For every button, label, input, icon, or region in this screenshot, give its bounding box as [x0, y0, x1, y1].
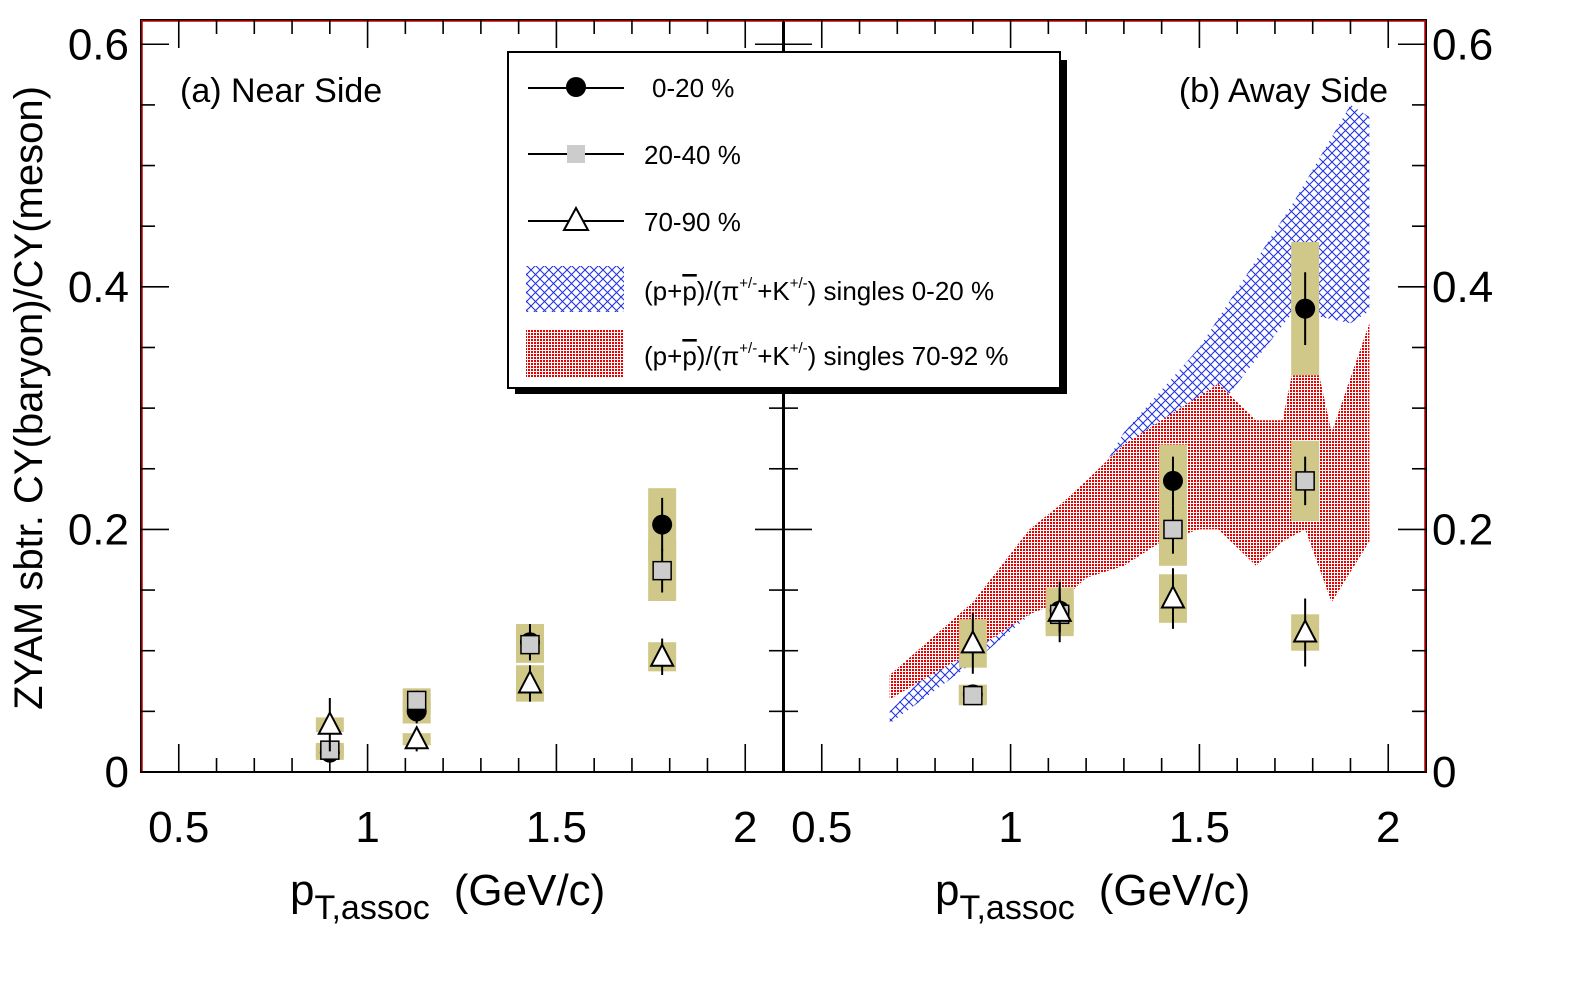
legend-swatch-red-dots	[526, 330, 624, 378]
legend-swatch-blue-crosshatch	[526, 266, 624, 312]
y-tick-label: 0.6	[1432, 20, 1493, 69]
legend-entry-singles-0-20: (p+p)/(π+/-+K+/-) singles 0-20 %	[526, 266, 994, 312]
y-tick-label: 0	[1432, 748, 1456, 797]
legend-label-20-40: 20-40 %	[644, 140, 741, 170]
data-point-0-20	[1295, 298, 1316, 319]
legend: 0-20 % 20-40 % 70-90 % (p+p)/(π+/-+K+/-)…	[507, 51, 1067, 394]
band-red-dots	[889, 311, 1370, 700]
panel-b-label: (b) Away Side	[1179, 72, 1388, 110]
data-point-70-90	[1047, 597, 1073, 622]
x-tick-label: 0.5	[148, 803, 209, 852]
y-tick-label: 0.4	[1432, 263, 1493, 312]
panel-b-frame	[783, 19, 1427, 773]
x-tick-label: 0.5	[791, 803, 852, 852]
panel-a-label: (a) Near Side	[180, 72, 382, 110]
data-point-70-90	[649, 642, 675, 667]
data-point-70-90	[1292, 618, 1318, 643]
data-point-70-90	[317, 710, 343, 735]
y-tick-label: 0	[105, 748, 129, 797]
y-axis-title: ZYAM sbtr. CY(baryon)/CY(meson)	[7, 86, 51, 710]
data-point-0-20	[652, 514, 673, 535]
x-tick-label: 1	[998, 803, 1022, 852]
data-point-70-90	[960, 629, 986, 654]
legend-entry-20-40: 20-40 %	[528, 140, 741, 170]
legend-label-70-90: 70-90 %	[644, 207, 741, 237]
x-axis-title-b: pT,assoc (GeV/c)	[935, 866, 1250, 927]
legend-entry-0-20: 0-20 %	[528, 73, 734, 103]
x-tick-label: 2	[1376, 803, 1400, 852]
legend-label-singles-0-20: (p+p)/(π+/-+K+/-) singles 0-20 %	[644, 275, 994, 306]
data-point-70-90	[1160, 584, 1186, 609]
x-tick-label: 1.5	[1169, 803, 1230, 852]
data-point-70-90	[404, 725, 430, 750]
data-point-20-40	[520, 634, 540, 655]
legend-label-singles-70-92: (p+p)/(π+/-+K+/-) singles 70-92 %	[644, 340, 1009, 371]
data-point-20-40	[406, 690, 427, 711]
y-tick-label: 0.2	[68, 505, 129, 554]
y-tick-label: 0.2	[1432, 505, 1493, 554]
x-tick-label: 2	[733, 803, 757, 852]
data-point-20-40	[1163, 519, 1183, 540]
band-blue-crosshatch	[889, 104, 1370, 724]
data-point-70-90	[517, 669, 543, 694]
x-tick-label: 1	[355, 803, 379, 852]
legend-entry-70-90: 70-90 %	[528, 205, 741, 237]
data-point-20-40	[963, 685, 983, 706]
panel-away-side: (b) Away Side 0.5 1 1.5 2 0 0.2 0.4 0.6 pT,ass…	[783, 19, 1493, 927]
data-point-20-40	[652, 560, 672, 581]
x-tick-label: 1.5	[526, 803, 587, 852]
data-point-0-20	[1162, 470, 1183, 491]
legend-entry-singles-70-92: (p+p)/(π+/-+K+/-) singles 70-92 %	[526, 330, 1009, 378]
data-point-20-40	[1295, 471, 1315, 491]
y-tick-label: 0.6	[68, 20, 129, 69]
panel-near-side: (a) Near Side 0.5 1 1.5 2 0 0.2 0.4 0.6 pT,ass…	[68, 19, 784, 927]
y-tick-label: 0.4	[68, 263, 129, 312]
x-axis-title-a: pT,assoc (GeV/c)	[290, 866, 605, 927]
legend-label-0-20: 0-20 %	[652, 73, 734, 103]
